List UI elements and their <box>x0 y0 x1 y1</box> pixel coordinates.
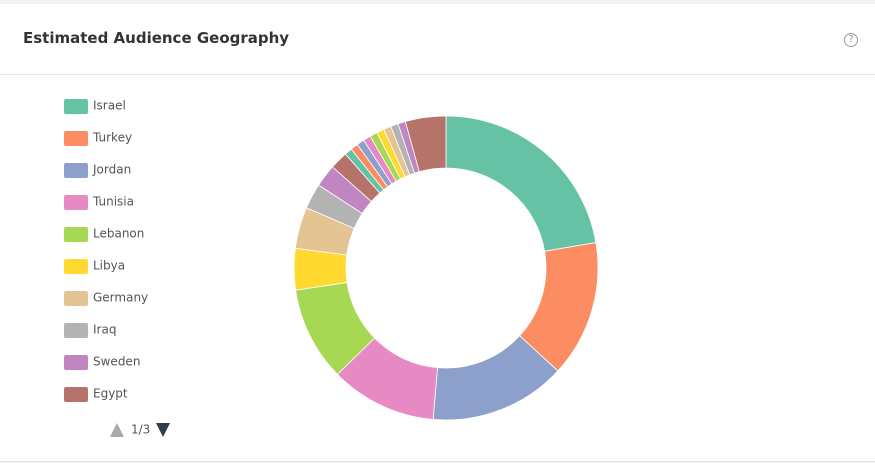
legend-swatch <box>64 291 88 306</box>
legend-label: Libya <box>93 259 125 273</box>
legend-label: Turkey <box>92 131 132 145</box>
donut-slice <box>404 115 447 173</box>
legend-next[interactable] <box>156 423 170 437</box>
legend-swatch <box>64 259 88 274</box>
card-header: Estimated Audience Geography ? <box>0 4 875 75</box>
legend-label: Jordan <box>92 163 131 177</box>
legend-swatch <box>64 131 88 146</box>
legend-label: Sweden <box>93 355 140 369</box>
donut-slice <box>293 247 348 291</box>
legend-label: Lebanon <box>93 227 144 241</box>
legend-label: Iraq <box>93 323 116 337</box>
legend-label: Israel <box>93 99 126 113</box>
help-icon[interactable]: ? <box>844 33 858 47</box>
chart-title: Estimated Audience Geography <box>23 29 290 47</box>
legend-swatch <box>64 387 88 402</box>
legend-page: 1/3 <box>131 423 150 437</box>
legend-label: Tunisia <box>92 195 134 209</box>
legend-swatch <box>64 163 88 178</box>
legend-swatch <box>64 227 88 242</box>
legend-prev[interactable] <box>110 423 124 437</box>
legend-swatch <box>64 355 88 370</box>
donut-slice <box>445 115 597 252</box>
legend-swatch <box>64 195 88 210</box>
legend-label: Egypt <box>93 387 128 401</box>
legend-swatch <box>64 323 88 338</box>
legend-swatch <box>64 99 88 114</box>
legend-label: Germany <box>93 291 148 305</box>
